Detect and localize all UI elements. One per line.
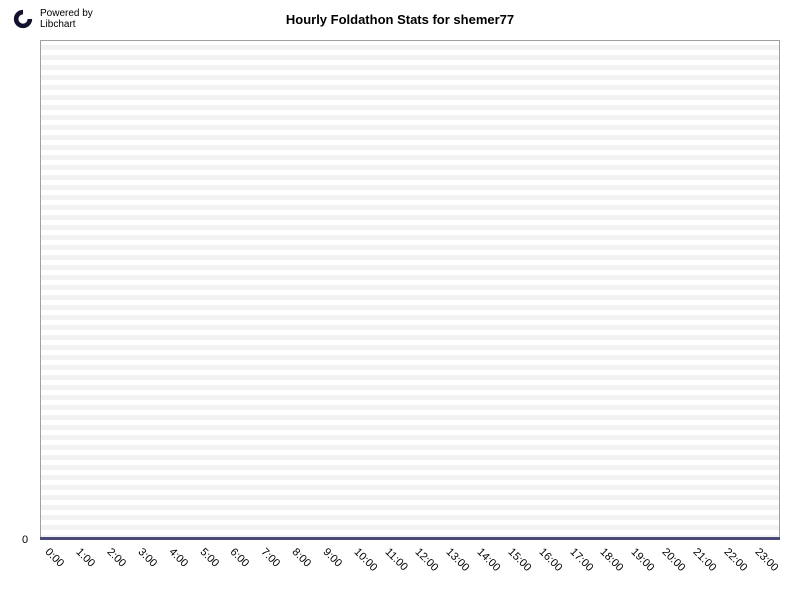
x-tick-label: 4:00 <box>166 546 190 570</box>
baseline-bar <box>40 537 780 540</box>
plot-stripe <box>40 320 780 325</box>
plot-stripe <box>40 270 780 275</box>
plot-stripe <box>40 40 780 45</box>
x-tick-label: 1:00 <box>74 546 98 570</box>
plot-stripe <box>40 90 780 95</box>
plot-stripe <box>40 170 780 175</box>
plot-stripe <box>40 520 780 525</box>
plot-stripe <box>40 70 780 75</box>
x-tick-label: 19:00 <box>629 546 657 574</box>
plot-stripe <box>40 350 780 355</box>
plot-stripe <box>40 470 780 475</box>
plot-stripe <box>40 220 780 225</box>
x-tick-label: 23:00 <box>752 546 780 574</box>
x-tick-label: 2:00 <box>105 546 129 570</box>
x-tick-label: 5:00 <box>197 546 221 570</box>
plot-stripe <box>40 450 780 455</box>
plot-stripe <box>40 100 780 105</box>
plot-stripe <box>40 430 780 435</box>
plot-background <box>40 40 780 540</box>
plot-stripe <box>40 340 780 345</box>
x-tick-label: 18:00 <box>598 546 626 574</box>
plot-stripe <box>40 160 780 165</box>
chart-container: Powered by Libchart Hourly Foldathon Sta… <box>0 0 800 600</box>
plot-stripe <box>40 280 780 285</box>
plot-stripe <box>40 440 780 445</box>
plot-stripe <box>40 140 780 145</box>
x-tick-label: 0:00 <box>43 546 67 570</box>
plot-stripe <box>40 330 780 335</box>
plot-stripe <box>40 500 780 505</box>
plot-stripe <box>40 200 780 205</box>
plot-stripe <box>40 460 780 465</box>
plot-stripe <box>40 310 780 315</box>
plot-stripe <box>40 420 780 425</box>
plot-stripe <box>40 120 780 125</box>
plot-stripe <box>40 490 780 495</box>
plot-stripe <box>40 480 780 485</box>
plot-stripe <box>40 410 780 415</box>
plot-stripe <box>40 530 780 535</box>
x-tick-label: 17:00 <box>567 546 595 574</box>
x-tick-label: 9:00 <box>320 546 344 570</box>
x-tick-label: 12:00 <box>413 546 441 574</box>
plot-stripe <box>40 130 780 135</box>
plot-stripe <box>40 300 780 305</box>
x-tick-label: 14:00 <box>475 546 503 574</box>
x-tick-label: 8:00 <box>290 546 314 570</box>
plot-stripe <box>40 190 780 195</box>
x-tick-label: 16:00 <box>536 546 564 574</box>
plot-stripe <box>40 380 780 385</box>
plot-stripe <box>40 290 780 295</box>
x-tick-label: 13:00 <box>444 546 472 574</box>
plot-stripe <box>40 370 780 375</box>
x-tick-label: 7:00 <box>259 546 283 570</box>
x-tick-label: 15:00 <box>505 546 533 574</box>
x-tick-label: 6:00 <box>228 546 252 570</box>
x-tick-label: 10:00 <box>351 546 379 574</box>
chart-title: Hourly Foldathon Stats for shemer77 <box>0 12 800 27</box>
plot-stripe <box>40 80 780 85</box>
plot-stripe <box>40 360 780 365</box>
x-tick-label: 22:00 <box>721 546 749 574</box>
plot-stripe <box>40 50 780 55</box>
plot-stripe <box>40 230 780 235</box>
plot-stripe <box>40 240 780 245</box>
plot-stripe <box>40 150 780 155</box>
x-tick-label: 11:00 <box>382 546 409 573</box>
x-tick-label: 21:00 <box>690 546 718 574</box>
plot-stripe <box>40 400 780 405</box>
y-tick-label: 0 <box>22 534 28 546</box>
plot-stripe <box>40 110 780 115</box>
plot-stripe <box>40 390 780 395</box>
plot-stripe <box>40 210 780 215</box>
plot-stripe <box>40 60 780 65</box>
plot-stripe <box>40 260 780 265</box>
plot-stripe <box>40 510 780 515</box>
plot-area <box>40 40 780 540</box>
plot-stripe <box>40 250 780 255</box>
x-tick-label: 20:00 <box>660 546 688 574</box>
x-tick-label: 3:00 <box>135 546 159 570</box>
plot-stripe <box>40 180 780 185</box>
